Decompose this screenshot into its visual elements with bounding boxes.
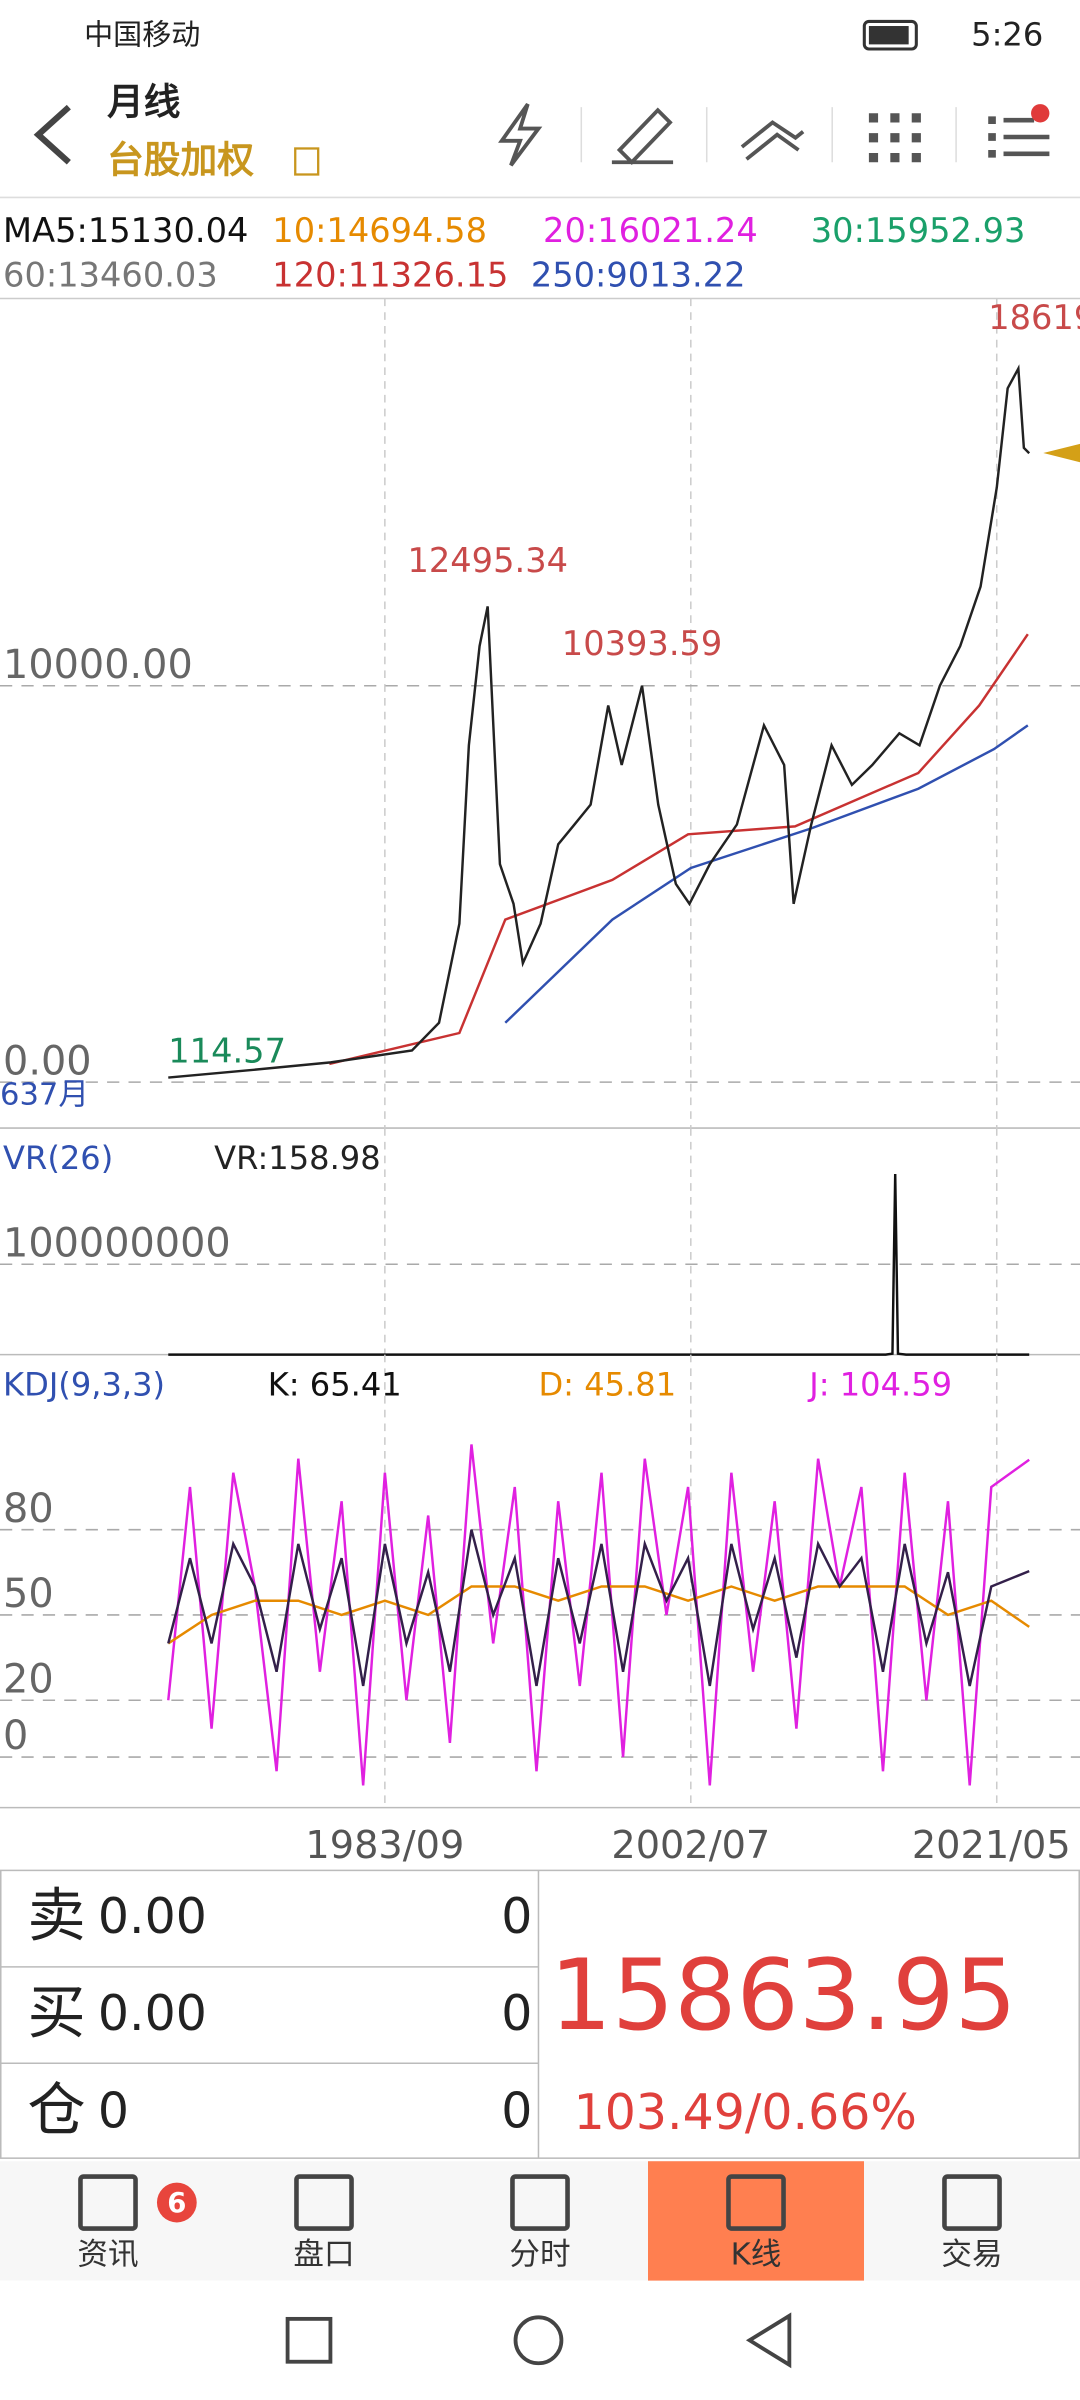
- instrument-name: 台股加权: [107, 139, 254, 182]
- grid-icon[interactable]: [868, 113, 921, 163]
- peak-label: 10393.59: [562, 624, 723, 663]
- series-line: [504, 724, 1029, 1024]
- quote-qty: 0: [501, 1985, 532, 2042]
- indicator-title: VR(26): [3, 1139, 113, 1177]
- tab-icon[interactable]: [726, 2174, 786, 2231]
- indicator-value: D: 45.81: [538, 1366, 676, 1404]
- ma-legend: 120:11326.15: [272, 256, 508, 295]
- quote-label: 仓: [28, 2076, 86, 2144]
- battery: [862, 19, 918, 51]
- y-tick-label: 0: [3, 1713, 28, 1759]
- carrier: 中国移动: [84, 18, 200, 52]
- tab-icon[interactable]: [510, 2174, 570, 2231]
- x-tick-label: 2002/07: [611, 1823, 770, 1868]
- indicator-value: J: 104.59: [807, 1366, 952, 1404]
- quote-price: 0: [98, 2082, 129, 2139]
- price-change: 103.49/0.66%: [574, 2084, 917, 2141]
- bar-count: 637月: [0, 1077, 89, 1112]
- series-line: [167, 1444, 1030, 1786]
- ma-legend: 60:13460.03: [3, 256, 218, 295]
- tab-badge-count: 6: [167, 2187, 186, 2219]
- tab-label[interactable]: 资讯: [77, 2238, 138, 2273]
- tab-label[interactable]: 交易: [941, 2238, 1002, 2273]
- series-line: [167, 1529, 1030, 1687]
- indicator-title: KDJ(9,3,3): [3, 1366, 165, 1404]
- series-line: [168, 364, 1031, 1079]
- y-tick-label: 10000.00: [3, 642, 193, 688]
- ma-legend: 10:14694.58: [272, 211, 487, 250]
- ma-legend: 30:15952.93: [811, 211, 1026, 250]
- x-tick-label: 1983/09: [305, 1823, 464, 1868]
- peak-label: 18619.61: [988, 298, 1080, 337]
- indicator-value: VR:158.98: [214, 1139, 380, 1177]
- tab-label[interactable]: 分时: [509, 2238, 570, 2273]
- y-tick-label: 100000000: [3, 1220, 231, 1266]
- nav-bar: [0, 2280, 1080, 2400]
- back-button[interactable]: [33, 104, 71, 165]
- y-tick-label: 50: [3, 1571, 54, 1617]
- series-line: [329, 633, 1029, 1066]
- tab-label[interactable]: K线: [731, 2238, 782, 2273]
- nav-recent[interactable]: [285, 2316, 333, 2364]
- tab-badge: [156, 2182, 197, 2223]
- battery-level: [868, 26, 909, 45]
- d-icon: [294, 147, 320, 176]
- y-tick-label: 80: [3, 1486, 54, 1532]
- period: 月线: [107, 81, 180, 124]
- x-tick-label: 2021/05: [912, 1823, 1071, 1868]
- price-marker: [1043, 443, 1080, 463]
- quote-qty: 0: [501, 2082, 532, 2139]
- ma-legend: 20:16021.24: [543, 211, 758, 250]
- quote-label: 买: [28, 1979, 86, 2047]
- tab-icon[interactable]: [78, 2174, 138, 2231]
- indicator-icon[interactable]: [740, 120, 805, 161]
- quote-box: [0, 1869, 1080, 2159]
- ma-legend: 250:9013.22: [531, 256, 746, 295]
- tab-label[interactable]: 盘口: [293, 2238, 354, 2273]
- nav-back[interactable]: [745, 2312, 792, 2369]
- menu-dot: [1031, 104, 1050, 123]
- quote-price: 0.00: [98, 1985, 207, 2042]
- lightning-icon[interactable]: [498, 102, 543, 167]
- quote-qty: 0: [501, 1888, 532, 1945]
- y-tick-label: 20: [3, 1656, 54, 1702]
- indicator-value: K: 65.41: [268, 1366, 402, 1404]
- peak-label: 114.57: [168, 1032, 286, 1071]
- draw-icon[interactable]: [611, 107, 674, 165]
- quote-price: 0.00: [98, 1888, 207, 1945]
- menu-icon[interactable]: [988, 116, 1050, 158]
- clock: 5:26: [971, 16, 1043, 54]
- ma-legend: MA5:15130.04: [3, 211, 248, 250]
- quote-label: 卖: [28, 1881, 86, 1949]
- tab-icon[interactable]: [294, 2174, 354, 2231]
- series-line: [168, 1173, 1030, 1356]
- nav-home[interactable]: [513, 2315, 564, 2366]
- tab-icon[interactable]: [942, 2174, 1002, 2231]
- tab-active-bg: [648, 2161, 864, 2281]
- peak-label: 12495.34: [407, 541, 568, 580]
- last-price: 15863.95: [550, 1939, 1017, 2053]
- y-tick-label: 0.00: [3, 1038, 92, 1084]
